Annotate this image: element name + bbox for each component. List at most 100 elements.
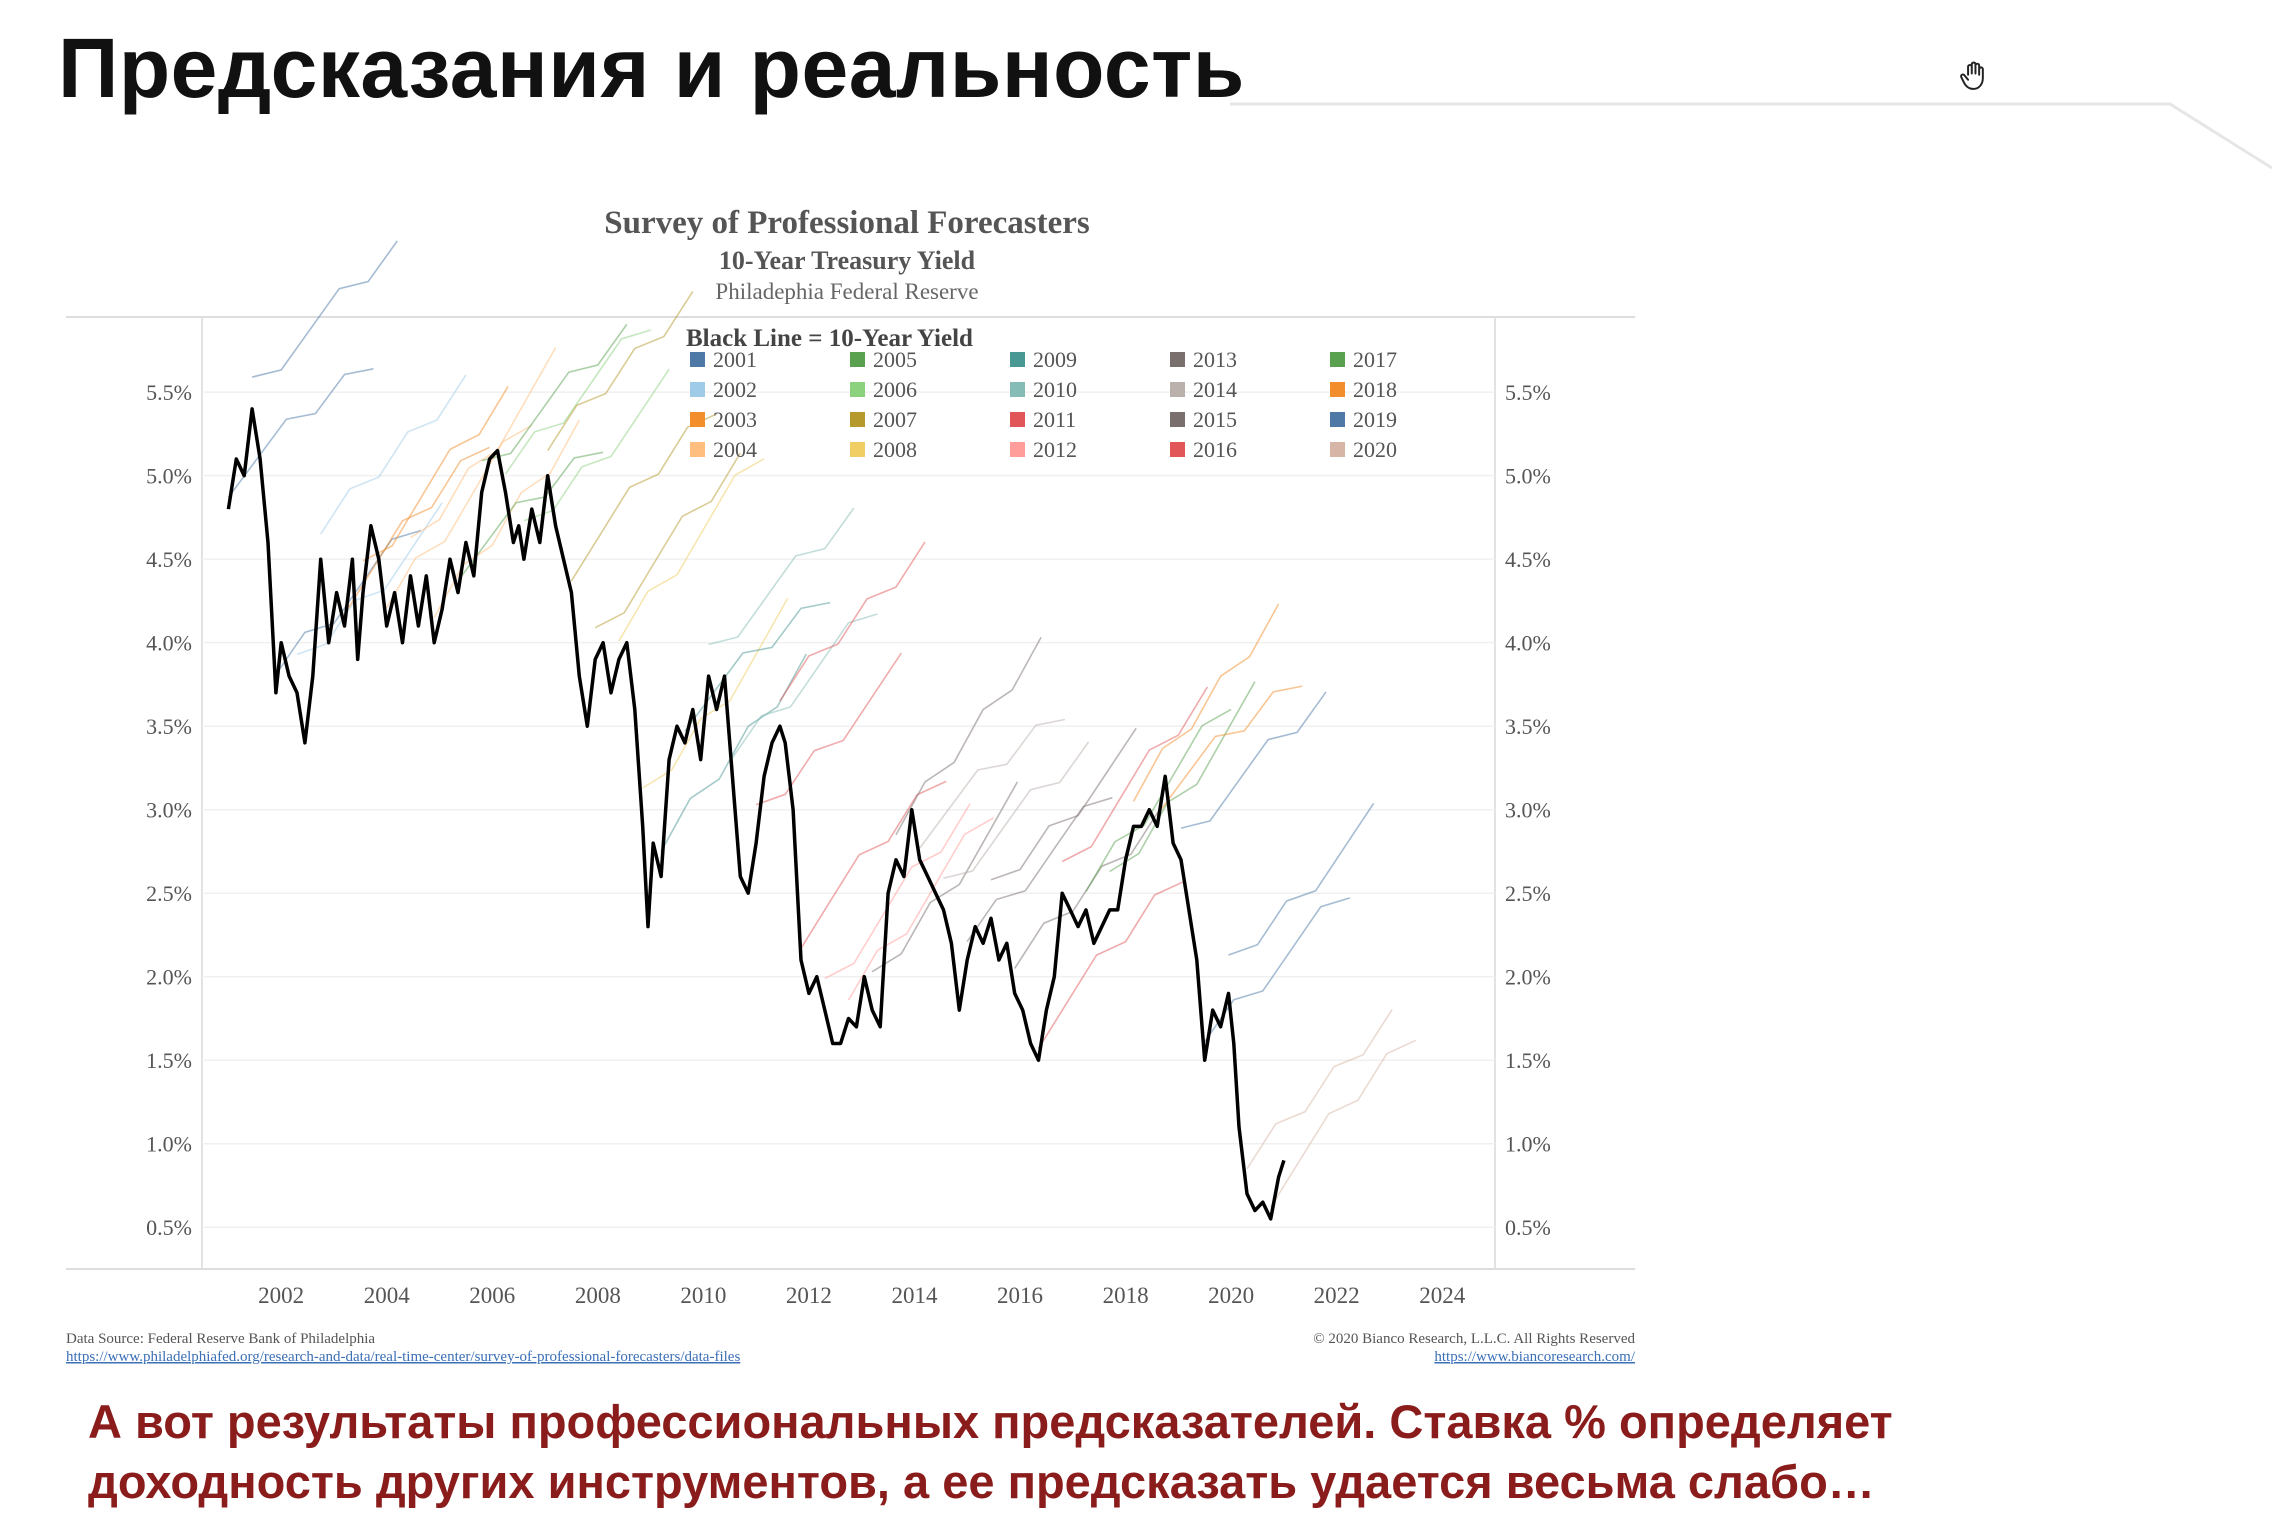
forecast-line [1204, 897, 1351, 1043]
footer-copyright-url[interactable]: https://www.biancoresearch.com/ [1434, 1349, 1635, 1365]
legend-swatch [690, 382, 705, 397]
legend-swatch [690, 352, 705, 367]
forecast-line [990, 727, 1137, 881]
legend-label: 2003 [713, 407, 757, 432]
y-tick-label-right: 4.5% [1505, 547, 1551, 572]
legend-swatch [690, 442, 705, 457]
legend-item: 2015 [1170, 407, 1237, 432]
forecast-line [457, 451, 604, 582]
legend-label: 2012 [1033, 437, 1077, 462]
legend-item: 2006 [850, 377, 917, 402]
legend-label: 2016 [1193, 437, 1237, 462]
forecast-line [731, 613, 878, 759]
legend-item: 2012 [1010, 437, 1077, 462]
forecast-line [660, 653, 808, 852]
forecast-line [343, 446, 490, 615]
chart-legend: Black Line = 10-Year Yield 2001 2002 2003 2… [686, 325, 1397, 462]
x-tick-label: 2016 [997, 1283, 1043, 1308]
legend-label: 2013 [1193, 347, 1237, 372]
legend-item: 2016 [1170, 437, 1237, 462]
forecast-line [570, 413, 717, 582]
legend-label: 2018 [1353, 377, 1397, 402]
forecast-line [504, 329, 651, 475]
legend-label: 2008 [873, 437, 917, 462]
y-tick-label: 2.0% [146, 965, 192, 990]
x-tick-label: 2022 [1314, 1283, 1360, 1308]
x-tick-label: 2002 [258, 1283, 304, 1308]
legend-label: 2009 [1033, 347, 1077, 372]
forecast-line [824, 803, 971, 980]
forecast-line [708, 507, 855, 646]
legend-label: 2007 [873, 407, 917, 432]
forecast-line [362, 385, 509, 562]
forecast-line [943, 741, 1090, 879]
grid-lines [202, 391, 1495, 1228]
legend-swatch [1170, 352, 1185, 367]
forecast-line [919, 718, 1066, 849]
chart-source-org: Philadephia Federal Reserve [715, 279, 978, 304]
forecast-line [1228, 802, 1375, 956]
forecast-line [251, 240, 398, 378]
x-tick-label: 2006 [469, 1283, 515, 1308]
y-tick-label-right: 4.0% [1505, 631, 1551, 656]
forecast-line [547, 290, 694, 452]
forecast-line [227, 368, 374, 498]
x-tick-label: 2004 [364, 1283, 411, 1308]
forecast-line [800, 780, 947, 949]
legend-swatch [1170, 412, 1185, 427]
legend-item: 2020 [1330, 437, 1397, 462]
forecast-line [1061, 686, 1209, 863]
forecast-line [642, 597, 789, 789]
y-tick-label-right: 2.5% [1505, 881, 1551, 906]
x-axis: 2002 2004 2006 2008 2010 2012 2014 2016 2018 2020… [258, 1283, 1466, 1308]
forecast-line [871, 781, 1019, 973]
legend-swatch [1170, 382, 1185, 397]
forecast-line [1180, 691, 1327, 829]
legend-label: 2002 [713, 377, 757, 402]
slide-caption: А вот результаты профессиональных предск… [88, 1392, 2238, 1512]
y-tick-label-right: 5.0% [1505, 464, 1551, 489]
forecast-line [1109, 681, 1256, 873]
y-tick-label: 2.5% [146, 881, 192, 906]
y-axis-right: 0.5% 1.0% 1.5% 2.0% 2.5% 3.0% 3.5% 4.0% 4.5% 5.0%… [1505, 380, 1551, 1240]
legend-item: 2013 [1170, 347, 1237, 372]
forecast-line [1156, 685, 1303, 816]
x-tick-label: 2018 [1103, 1283, 1149, 1308]
legend-label: 2006 [873, 377, 917, 402]
forecast-line [481, 323, 628, 462]
yield-series-group [226, 407, 1286, 1221]
forecast-chart: Survey of Professional Forecasters 10-Ye… [66, 205, 1636, 1365]
footer-source: Data Source: Federal Reserve Bank of Phi… [66, 1331, 375, 1347]
forecast-line [1037, 880, 1184, 1049]
chart-title: Survey of Professional Forecasters [604, 205, 1090, 241]
legend-swatch [1010, 382, 1025, 397]
legend-item: 2004 [690, 437, 757, 462]
legend-label: 2019 [1353, 407, 1397, 432]
forecast-line [296, 502, 443, 656]
plot-frame [66, 316, 1635, 1270]
legend-item: 2009 [1010, 347, 1077, 372]
page-title: Предсказания и реальность [58, 21, 1245, 115]
legend-swatch [1010, 442, 1025, 457]
legend-swatch [1330, 352, 1345, 367]
footer-source-url[interactable]: https://www.philadelphiafed.org/research… [66, 1349, 740, 1365]
y-tick-label: 4.5% [146, 547, 192, 572]
y-tick-label: 3.5% [146, 714, 192, 739]
footer-copyright: © 2020 Bianco Research, L.L.C. All Right… [1313, 1331, 1635, 1347]
legend-label: 2017 [1353, 347, 1397, 372]
caption-line-1: А вот результаты профессиональных предск… [88, 1395, 1893, 1448]
y-tick-label: 5.5% [146, 380, 192, 405]
legend-swatch [1010, 352, 1025, 367]
x-tick-label: 2020 [1208, 1283, 1254, 1308]
x-tick-label: 2008 [575, 1283, 621, 1308]
hand-cursor-icon [1960, 61, 1984, 90]
legend-title: Black Line = 10-Year Yield [686, 325, 973, 352]
legend-label: 2005 [873, 347, 917, 372]
forecast-line [966, 796, 1113, 943]
legend-label: 2004 [713, 437, 757, 462]
legend-swatch [1330, 382, 1345, 397]
legend-item: 2007 [850, 407, 917, 432]
legend-label: 2010 [1033, 377, 1077, 402]
y-tick-label: 5.0% [146, 464, 192, 489]
legend-swatch [1170, 442, 1185, 457]
